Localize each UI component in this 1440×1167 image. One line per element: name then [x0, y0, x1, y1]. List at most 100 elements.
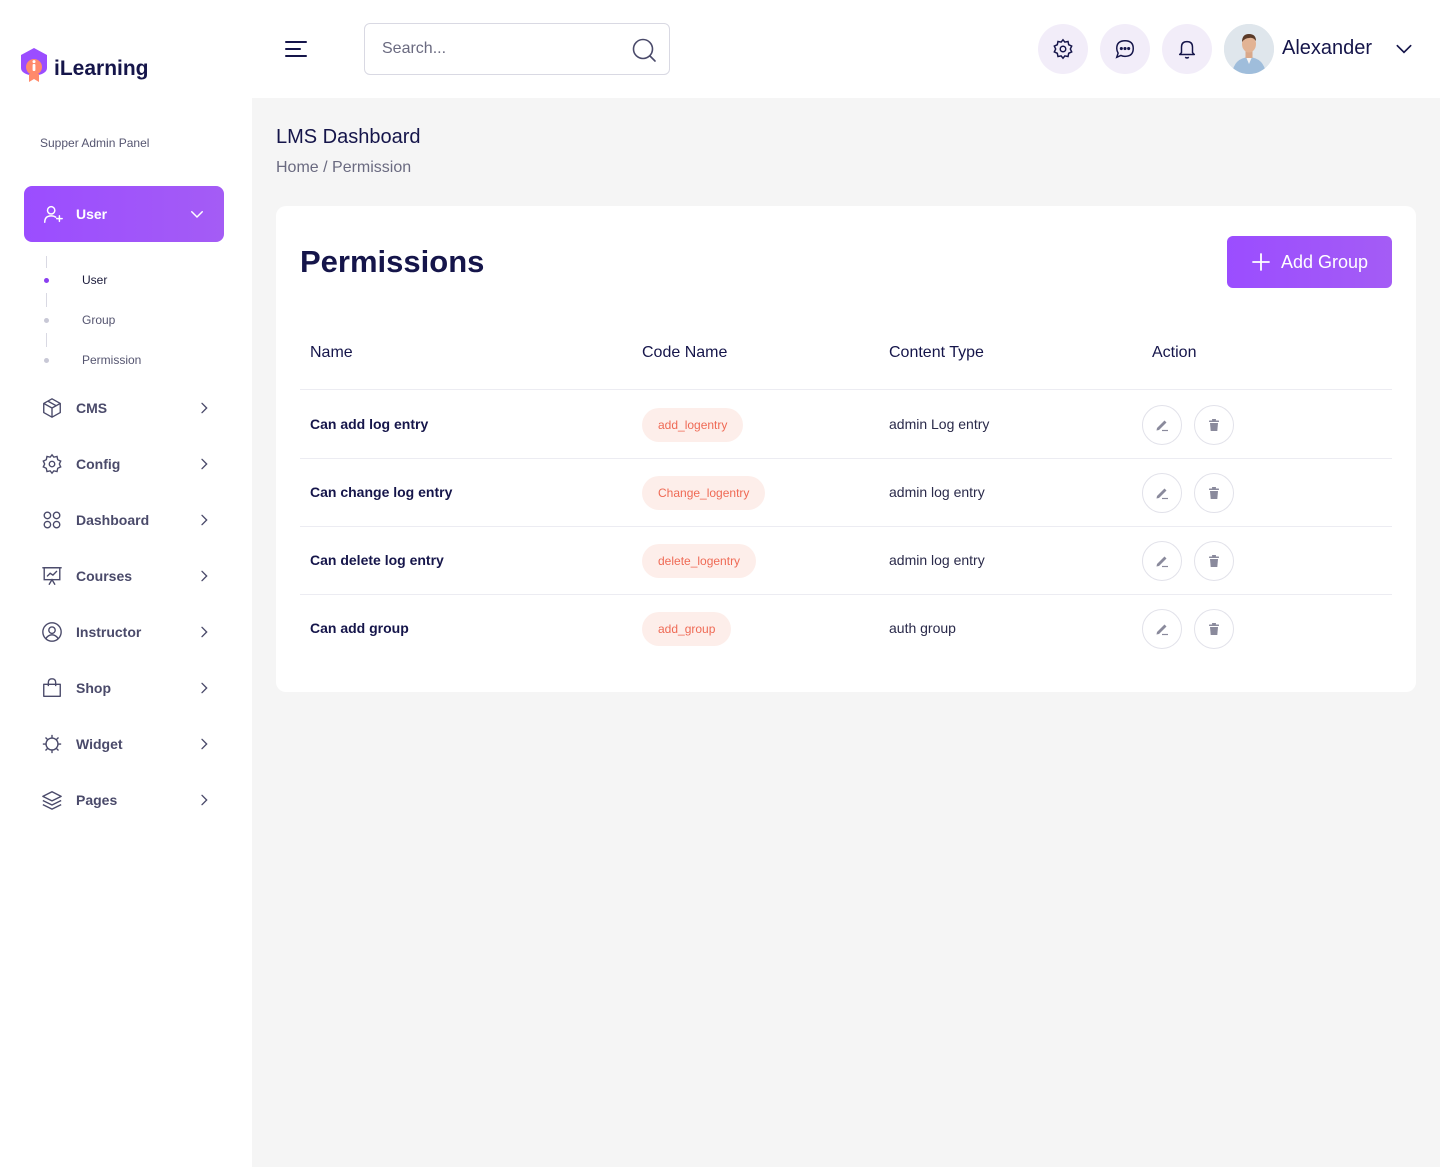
content-type: admin Log entry — [889, 416, 990, 432]
subnav-label: Group — [82, 313, 116, 327]
user-name[interactable]: Alexander — [1282, 37, 1373, 59]
widget-icon — [40, 732, 64, 756]
delete-button[interactable] — [1194, 405, 1234, 445]
search-box — [364, 23, 670, 75]
permission-name: Can add log entry — [310, 416, 429, 432]
hamburger-icon — [285, 41, 307, 57]
chevron-right-icon — [201, 514, 208, 526]
logo[interactable]: iLearning — [18, 46, 149, 86]
box-icon — [40, 396, 64, 420]
add-group-button[interactable]: Add Group — [1227, 236, 1392, 288]
top-header: Alexander — [252, 0, 1440, 98]
pencil-icon — [1156, 488, 1168, 500]
subnav-line — [46, 333, 47, 347]
table-row: Can add group add_group auth group — [300, 595, 1392, 663]
permission-name: Can change log entry — [310, 484, 453, 500]
chevron-right-icon — [201, 402, 208, 414]
chevron-right-icon — [201, 626, 208, 638]
subnav-label: User — [82, 273, 108, 287]
search-icon[interactable] — [631, 37, 657, 63]
notifications-button[interactable] — [1162, 24, 1212, 74]
chevron-right-icon — [201, 458, 208, 470]
code-name-badge: add_logentry — [642, 408, 744, 442]
table-header: Name Code Name Content Type Action — [300, 324, 1392, 390]
sidebar-item-pages[interactable]: Pages — [40, 788, 212, 812]
chevron-right-icon — [201, 682, 208, 694]
permissions-card: Permissions Add Group Name Code Name Con… — [276, 206, 1416, 692]
messages-button[interactable] — [1100, 24, 1150, 74]
permission-name: Can delete log entry — [310, 552, 444, 568]
avatar[interactable] — [1224, 24, 1274, 74]
pencil-icon — [1156, 624, 1168, 636]
sidebar-item-label: Widget — [76, 736, 123, 752]
gear-icon — [1053, 38, 1073, 60]
gear-icon — [40, 452, 64, 476]
grid-icon — [40, 508, 64, 532]
chevron-down-icon — [191, 211, 203, 219]
code-name-badge: Change_logentry — [642, 476, 766, 510]
shopping-bag-icon — [40, 676, 64, 700]
content-type: auth group — [889, 620, 956, 636]
search-input[interactable] — [382, 24, 622, 74]
column-header-code-name: Code Name — [642, 344, 728, 361]
subnav-label: Permission — [82, 353, 142, 367]
sidebar-item-label: Dashboard — [76, 512, 150, 528]
pencil-icon — [1156, 556, 1168, 568]
user-photo — [1224, 24, 1274, 74]
subnav-dot — [44, 277, 49, 283]
delete-button[interactable] — [1194, 541, 1234, 581]
subnav-line — [46, 256, 47, 268]
sidebar-item-user[interactable]: User — [24, 186, 224, 242]
edit-button[interactable] — [1142, 609, 1182, 649]
column-header-content-type: Content Type — [889, 344, 984, 361]
add-group-label: Add Group — [1280, 251, 1369, 272]
sidebar-item-label: Shop — [76, 680, 111, 696]
layers-icon — [40, 788, 64, 812]
delete-button[interactable] — [1194, 473, 1234, 513]
subnav-line — [46, 293, 47, 307]
menu-toggle-button[interactable] — [284, 38, 308, 60]
edit-button[interactable] — [1142, 473, 1182, 513]
sidebar-item-label: Courses — [76, 568, 133, 584]
plus-icon — [1252, 253, 1270, 271]
chevron-right-icon — [201, 570, 208, 582]
logo-icon — [21, 48, 47, 82]
edit-button[interactable] — [1142, 541, 1182, 581]
trash-icon — [1209, 555, 1219, 567]
code-name-badge: add_group — [642, 612, 732, 646]
content-type: admin log entry — [889, 484, 985, 500]
sidebar-item-instructor[interactable]: Instructor — [40, 620, 212, 644]
column-header-name: Name — [310, 344, 353, 361]
page-title: LMS Dashboard — [276, 126, 421, 148]
pencil-icon — [1156, 420, 1168, 432]
chevron-right-icon — [201, 738, 208, 750]
subnav-dot — [44, 317, 49, 323]
user-circle-icon — [40, 620, 64, 644]
settings-button[interactable] — [1038, 24, 1088, 74]
breadcrumb: Home / Permission — [276, 159, 412, 176]
sidebar-item-cms[interactable]: CMS — [40, 396, 212, 420]
trash-icon — [1209, 419, 1219, 431]
sidebar-item-shop[interactable]: Shop — [40, 676, 212, 700]
subnav-item-group[interactable]: Group — [40, 310, 115, 330]
sidebar-item-label: Pages — [76, 792, 118, 808]
bell-icon — [1178, 40, 1196, 59]
code-name-badge: delete_logentry — [642, 544, 757, 578]
trash-icon — [1209, 623, 1219, 635]
subnav-item-permission[interactable]: Permission — [40, 350, 141, 370]
presentation-icon — [40, 564, 64, 588]
sidebar-item-courses[interactable]: Courses — [40, 564, 212, 588]
table-row: Can change log entry Change_logentry adm… — [300, 459, 1392, 527]
edit-button[interactable] — [1142, 405, 1182, 445]
content-type: admin log entry — [889, 552, 985, 568]
sidebar-item-dashboard[interactable]: Dashboard — [40, 508, 212, 532]
permission-name: Can add group — [310, 620, 409, 636]
chevron-down-icon[interactable] — [1394, 39, 1414, 59]
sidebar-item-config[interactable]: Config — [40, 452, 212, 476]
sidebar-item-widget[interactable]: Widget — [40, 732, 212, 756]
table-row: Can delete log entry delete_logentry adm… — [300, 527, 1392, 595]
card-title: Permissions — [300, 244, 485, 279]
subnav-item-user[interactable]: User — [40, 270, 107, 290]
logo-text: iLearning — [54, 57, 149, 80]
delete-button[interactable] — [1194, 609, 1234, 649]
